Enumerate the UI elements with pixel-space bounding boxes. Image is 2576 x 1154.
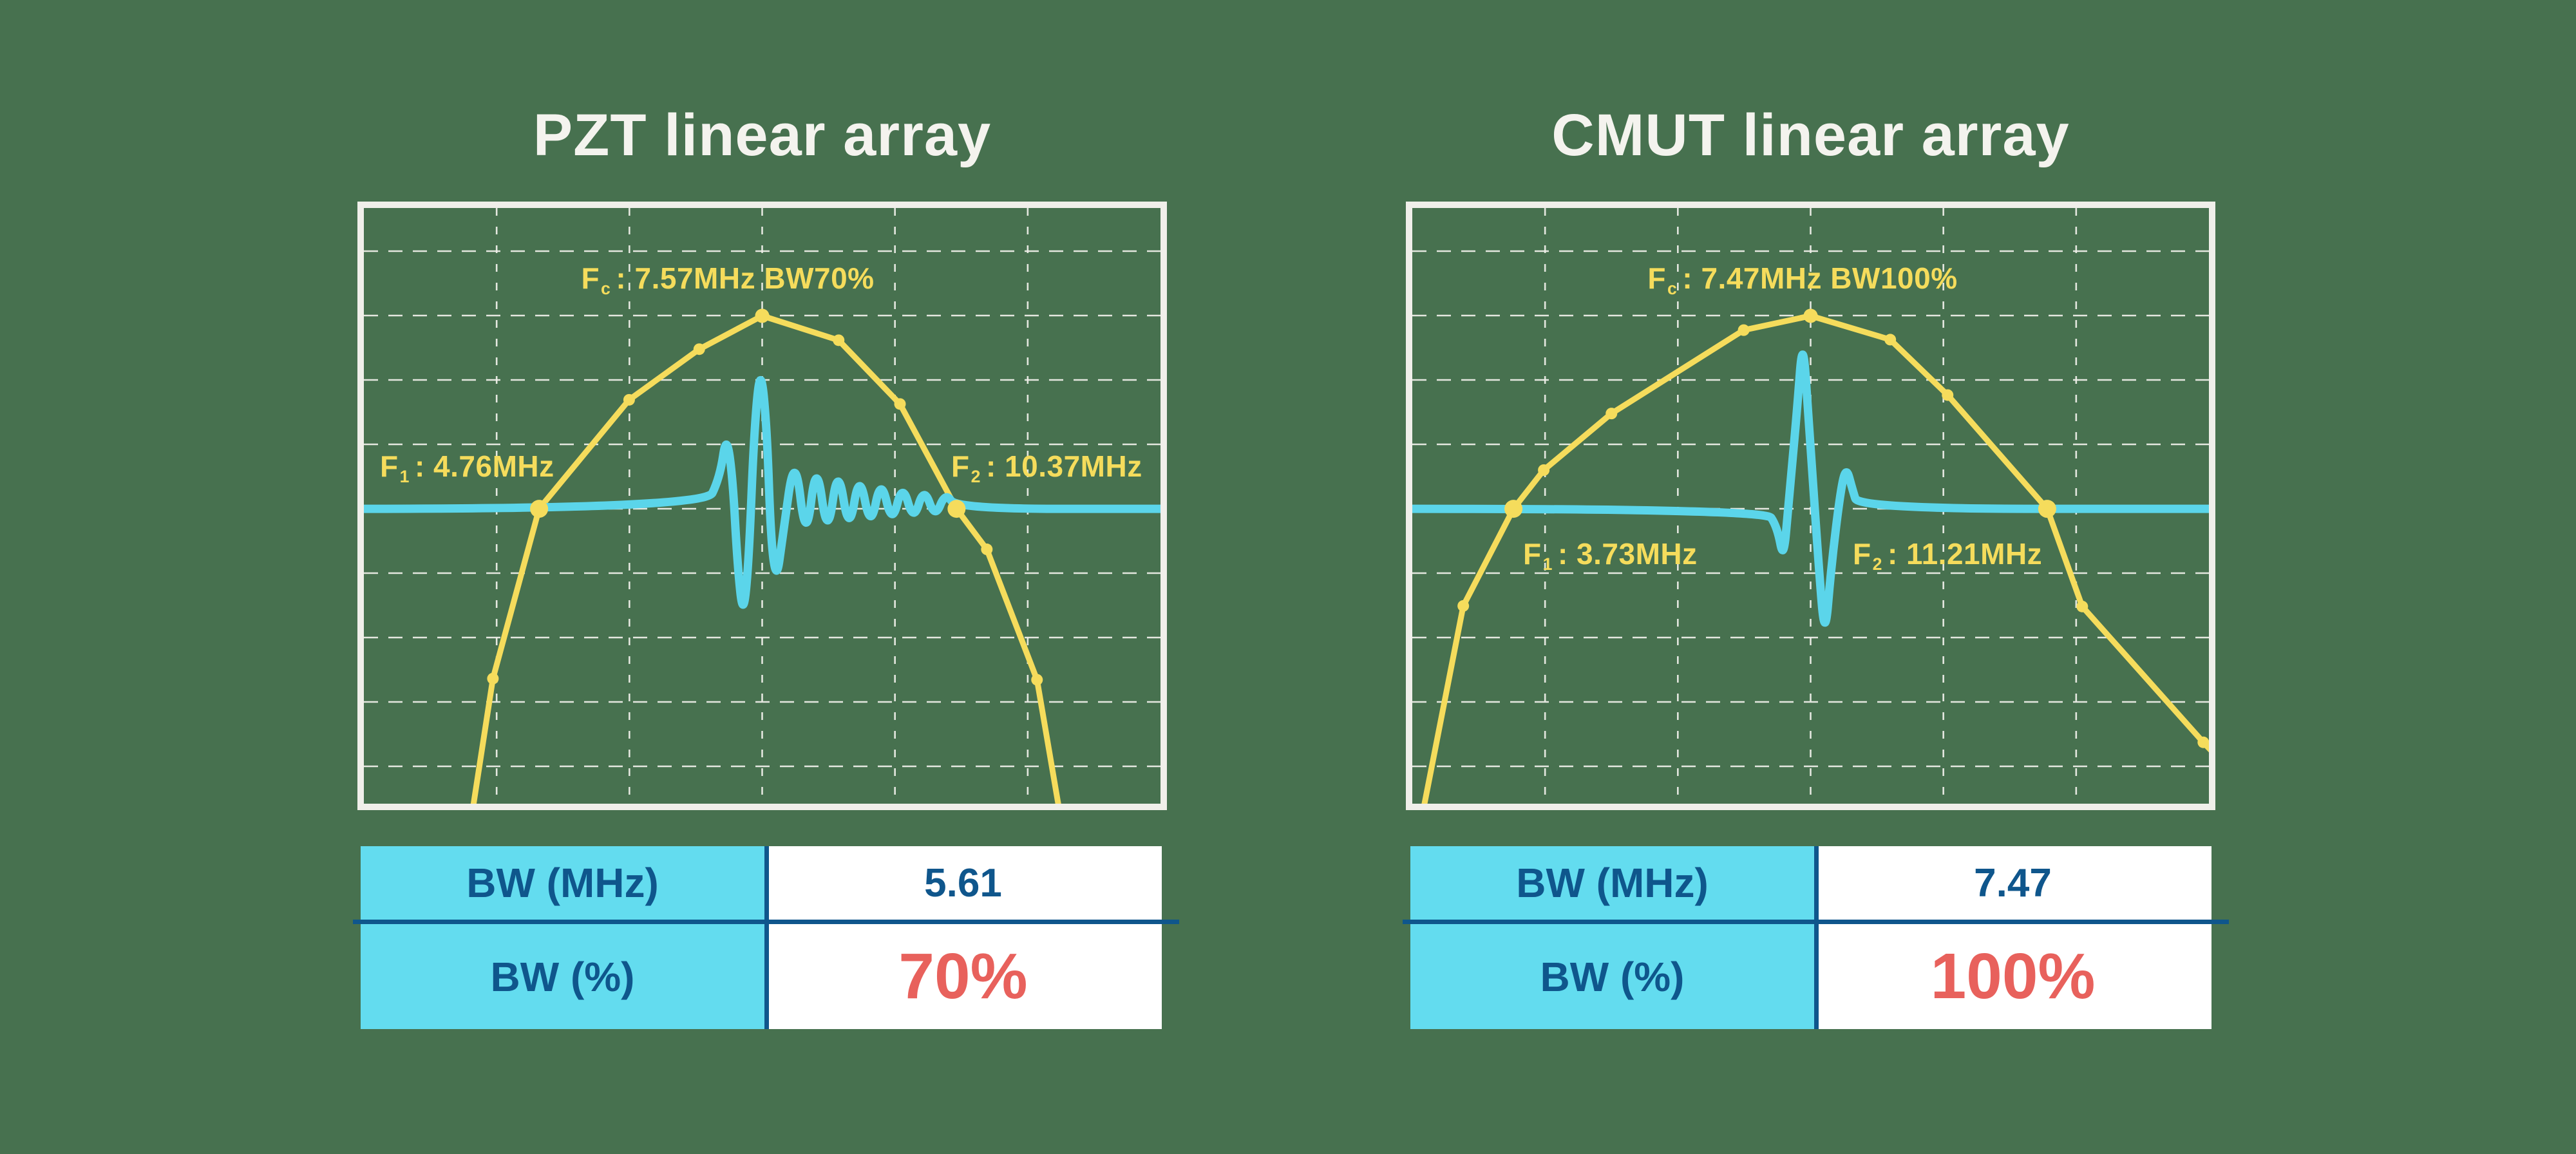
pzt-f2-label: F2: 10.37MHz	[951, 449, 1142, 487]
pzt-table-row-divider	[353, 920, 1179, 924]
pzt-fc-label: Fc: 7.57MHz BW70%	[581, 261, 875, 299]
cmut-bw-pct-value: 100%	[1814, 924, 2211, 1029]
pzt-chart-plot	[364, 208, 1160, 804]
cmut-f1-label: F1: 3.73MHz	[1523, 537, 1698, 574]
pzt-f1-label: F1: 4.76MHz	[380, 449, 554, 487]
table-row: BW (%) 70%	[361, 924, 1162, 1029]
table-row: BW (MHz) 7.47	[1410, 846, 2211, 920]
pzt-chart-title: PZT linear array	[533, 102, 992, 168]
pzt-bw-mhz-value: 5.61	[764, 846, 1162, 920]
pzt-chart-panel: Fc: 7.57MHz BW70% F1: 4.76MHz F2: 10.37M…	[357, 202, 1167, 810]
cmut-bw-mhz-value: 7.47	[1814, 846, 2211, 920]
pzt-bw-pct-value: 70%	[764, 924, 1162, 1029]
pzt-bw-table: BW (MHz) 5.61 BW (%) 70%	[353, 846, 1179, 1029]
cmut-chart-panel: Fc: 7.47MHz BW100% F1: 3.73MHz F2: 11.21…	[1406, 202, 2215, 810]
table-row: BW (MHz) 5.61	[361, 846, 1162, 920]
cmut-chart-plot	[1412, 208, 2209, 804]
cmut-fc-label: Fc: 7.47MHz BW100%	[1647, 261, 1958, 299]
cmut-bw-table: BW (MHz) 7.47 BW (%) 100%	[1403, 846, 2229, 1029]
cmut-bw-mhz-label: BW (MHz)	[1410, 846, 1814, 920]
cmut-table-column-divider	[1814, 846, 1819, 1029]
cmut-bw-pct-label: BW (%)	[1410, 924, 1814, 1029]
cmut-f2-label: F2: 11.21MHz	[1853, 537, 2043, 574]
pzt-bw-mhz-label: BW (MHz)	[361, 846, 764, 920]
pzt-bw-pct-label: BW (%)	[361, 924, 764, 1029]
cmut-chart-title: CMUT linear array	[1551, 102, 2070, 168]
pzt-table-column-divider	[764, 846, 769, 1029]
cmut-table-row-divider	[1403, 920, 2229, 924]
table-row: BW (%) 100%	[1410, 924, 2211, 1029]
